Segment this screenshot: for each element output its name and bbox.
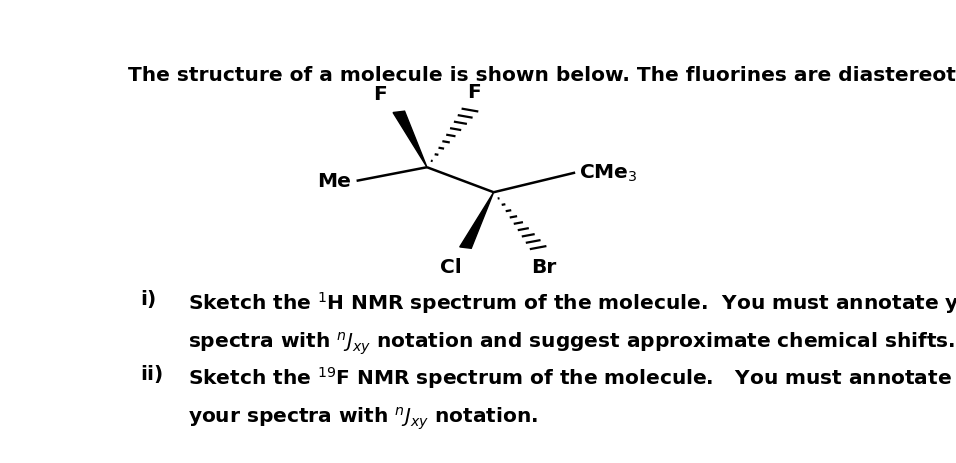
Text: The structure of a molecule is shown below. The fluorines are diastereotopic.: The structure of a molecule is shown bel… (128, 66, 956, 85)
Polygon shape (393, 112, 427, 168)
Text: ii): ii) (141, 364, 163, 383)
Text: i): i) (141, 289, 157, 308)
Text: Me: Me (316, 172, 351, 191)
Text: F: F (374, 85, 387, 104)
Polygon shape (460, 193, 493, 249)
Text: F: F (467, 83, 481, 102)
Text: Sketch the $^{1}$H NMR spectrum of the molecule.  You must annotate your: Sketch the $^{1}$H NMR spectrum of the m… (187, 289, 956, 315)
Text: spectra with $^{n}\mathit{J}_{xy}$ notation and suggest approximate chemical shi: spectra with $^{n}\mathit{J}_{xy}$ notat… (187, 330, 955, 357)
Text: CMe$_3$: CMe$_3$ (578, 163, 638, 184)
Text: your spectra with $^{n}\mathit{J}_{xy}$ notation.: your spectra with $^{n}\mathit{J}_{xy}$ … (187, 405, 538, 432)
Text: Sketch the $^{19}$F NMR spectrum of the molecule.   You must annotate: Sketch the $^{19}$F NMR spectrum of the … (187, 364, 951, 390)
Text: Br: Br (532, 257, 556, 276)
Text: Cl: Cl (440, 257, 462, 276)
